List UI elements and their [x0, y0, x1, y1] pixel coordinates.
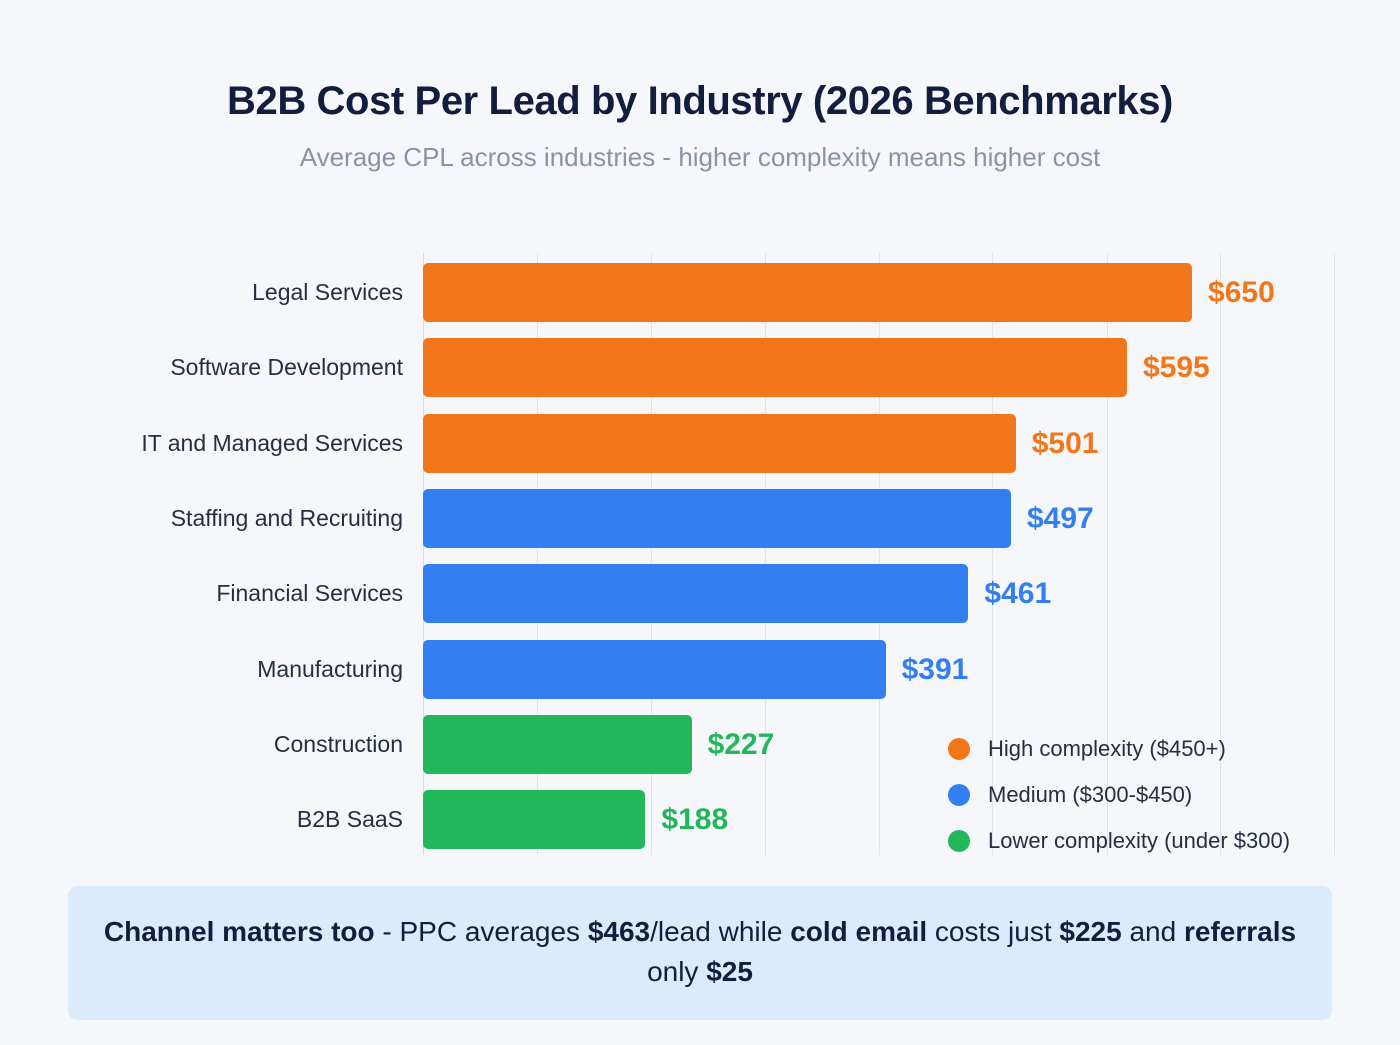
chart-legend: High complexity ($450+) Medium ($300-$450…: [948, 726, 1348, 864]
callout-lead-cold-email: cold email: [790, 916, 928, 947]
chart-plot-region: Legal Services $650 Software Development $5…: [0, 243, 1400, 868]
plot-area: [423, 253, 1335, 855]
legend-item[interactable]: Lower complexity (under $300): [948, 818, 1348, 864]
bar-value-label: $595: [1142, 351, 1210, 385]
callout-value-ppc: $463: [587, 916, 651, 947]
bar[interactable]: [423, 639, 886, 699]
gridline: [651, 253, 653, 855]
gridline: [878, 253, 880, 855]
circle-swatch-icon: [948, 738, 970, 760]
bar-row[interactable]: Construction $227: [0, 714, 1400, 774]
bar[interactable]: [423, 714, 692, 774]
legend-item[interactable]: High complexity ($450+): [948, 726, 1348, 772]
bar-value-label: $497: [1027, 501, 1094, 535]
category-label: Financial Services: [216, 580, 403, 607]
bar-row[interactable]: B2B SaaS $188: [0, 790, 1400, 850]
bar[interactable]: [423, 790, 646, 850]
gridline: [1220, 253, 1222, 855]
legend-item[interactable]: Medium ($300-$450): [948, 772, 1348, 818]
category-label: B2B SaaS: [296, 806, 403, 833]
bar-value-label: $461: [984, 577, 1052, 611]
gridline: [1106, 253, 1108, 855]
bar-row[interactable]: Legal Services $650: [0, 263, 1400, 322]
bar-value-label: $188: [661, 803, 729, 837]
category-label: Manufacturing: [257, 655, 403, 682]
bar[interactable]: [423, 488, 1011, 548]
page-title: B2B Cost Per Lead by Industry (2026 Benc…: [227, 79, 1173, 123]
chart-subtitle: Average CPL across industries - higher c…: [299, 142, 1101, 172]
legend-label: Lower complexity (under $300): [988, 828, 1291, 853]
callout-text-4: and: [1121, 916, 1184, 947]
bar-value-label: $650: [1208, 276, 1275, 309]
callout-value-cold-email: $225: [1059, 916, 1122, 947]
callout-lead: Channel matters too: [103, 916, 375, 947]
legend-label: Medium ($300-$450): [988, 782, 1193, 807]
bar-row[interactable]: IT and Managed Services $501: [0, 413, 1400, 473]
bar-series: Legal Services $650 Software Development $5…: [0, 243, 1400, 868]
bar[interactable]: [423, 338, 1127, 398]
category-label: IT and Managed Services: [141, 429, 403, 456]
callout-value-referrals: $25: [706, 955, 753, 987]
gridline: [1334, 253, 1335, 855]
circle-swatch-icon: [948, 784, 970, 806]
bar[interactable]: [423, 564, 969, 624]
gridline: [764, 253, 766, 855]
callout-text-1: - PPC averages: [374, 916, 588, 947]
gridline: [536, 253, 538, 855]
circle-swatch-icon: [948, 830, 970, 852]
bar-value-label: $501: [1031, 426, 1099, 460]
legend-label: High complexity ($450+): [988, 736, 1226, 761]
bar-row[interactable]: Manufacturing $391: [0, 639, 1400, 699]
chart-header: B2B Cost Per Lead by Industry (2026 Benc…: [0, 0, 1400, 173]
footer-callout: Channel matters too - PPC averages $463/…: [68, 886, 1332, 1020]
bar-row[interactable]: Financial Services $461: [0, 564, 1400, 624]
y-axis-line: [423, 253, 424, 855]
bar-value-label: $227: [707, 727, 775, 761]
category-label: Construction: [273, 730, 403, 757]
callout-lead-referrals: referrals: [1183, 916, 1297, 947]
callout-text-3: costs just: [927, 916, 1060, 947]
callout-text-2: /lead while: [650, 916, 791, 947]
bar-value-label: $391: [901, 652, 969, 686]
bar[interactable]: [423, 413, 1016, 473]
category-label: Legal Services: [252, 279, 403, 305]
bar-row[interactable]: Software Development $595: [0, 338, 1400, 398]
category-label: Staffing and Recruiting: [170, 504, 403, 531]
gridline: [992, 253, 994, 855]
callout-text-5: only: [647, 955, 707, 987]
category-label: Software Development: [170, 354, 403, 381]
bar[interactable]: [423, 263, 1193, 322]
bar-row[interactable]: Staffing and Recruiting $497: [0, 488, 1400, 548]
